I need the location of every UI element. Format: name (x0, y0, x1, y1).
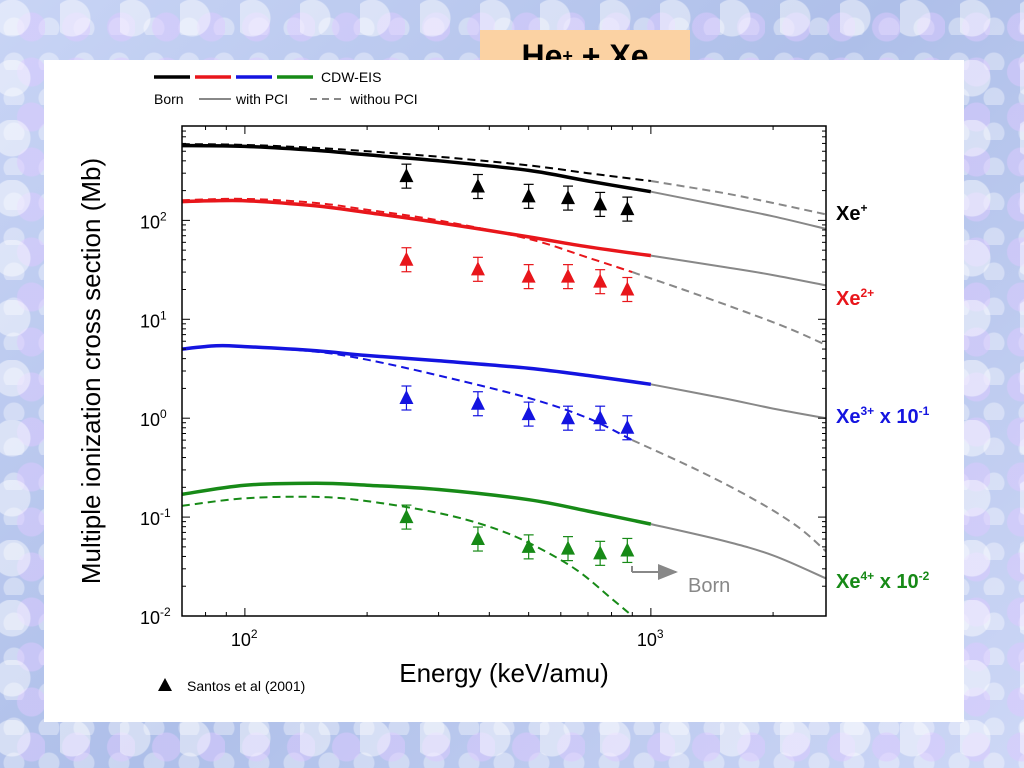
cross-section-chart: CDW-EIS Born with PCI withou PCI Santos et a… (76, 69, 930, 694)
data-point-xe3-6 (620, 415, 635, 441)
data-point-xe1-3 (521, 183, 536, 209)
series-label-xe1: Xe+ (836, 201, 867, 225)
curve-xe4-cdw-without-pci (182, 495, 633, 616)
data-point-xe1-2 (470, 173, 485, 200)
x-tick-label: 102 (231, 627, 258, 650)
data-point-xe4-3 (521, 534, 536, 560)
curve-xe1-cdw-without-pci (182, 143, 652, 182)
curve-xe1-born-with-pci (650, 190, 826, 230)
curve-xe3-born-without-pci (631, 439, 826, 553)
curve-xe4-cdw-with-pci (182, 481, 652, 526)
curve-xe2-cdw-with-pci (182, 198, 652, 258)
data-point-xe3-4 (561, 405, 576, 431)
data-point-xe3-3 (521, 401, 536, 427)
curve-xe2-born-without-pci (631, 271, 826, 346)
y-axis-label: Multiple ionization cross section (Mb) (76, 158, 106, 584)
chart-panel: CDW-EIS Born with PCI withou PCI Santos et a… (44, 60, 964, 722)
legend-with-pci-label: with PCI (235, 91, 288, 107)
legend-experiment-marker (158, 678, 172, 691)
curve-xe1-cdw-with-pci (182, 143, 652, 194)
x-tick-label: 103 (637, 627, 664, 650)
y-tick-label: 102 (140, 209, 167, 232)
y-tick-label: 10-1 (140, 506, 171, 529)
data-point-xe2-5 (593, 269, 608, 295)
y-tick-label: 100 (140, 407, 167, 430)
data-point-xe2-3 (521, 264, 536, 290)
series-label-xe3: Xe3+ x 10-1 (836, 404, 930, 428)
born-annotation: Born (688, 575, 730, 597)
legend-born-label: Born (154, 91, 184, 107)
curve-xe3-cdw-with-pci (182, 343, 652, 387)
data-point-xe4-5 (593, 540, 608, 566)
data-point-xe4-2 (470, 526, 485, 552)
data-point-xe1-5 (593, 191, 608, 218)
curve-xe2-cdw-without-pci (182, 197, 633, 274)
legend-without-pci-label: withou PCI (349, 91, 418, 107)
data-point-xe2-1 (399, 247, 414, 273)
data-point-xe3-5 (593, 405, 608, 431)
data-point-xe2-6 (620, 276, 635, 303)
curve-xe3-born-with-pci (650, 383, 826, 420)
data-point-xe1-1 (399, 163, 414, 189)
y-tick-label: 10-2 (140, 605, 171, 628)
data-point-xe1-4 (561, 185, 576, 211)
x-axis-label: Energy (keV/amu) (399, 658, 609, 688)
data-point-xe4-6 (620, 537, 635, 564)
data-point-xe2-2 (470, 256, 485, 282)
data-point-xe2-4 (561, 264, 576, 290)
series-label-xe4: Xe4+ x 10-2 (836, 569, 930, 593)
legend: CDW-EIS Born with PCI withou PCI Santos et a… (154, 69, 418, 694)
series-label-xe2: Xe2+ (836, 286, 874, 310)
slide-title-superscript: + (562, 45, 573, 66)
data-point-xe3-1 (399, 385, 414, 411)
data-point-xe4-4 (561, 536, 576, 562)
curve-xe4-born-with-pci (650, 523, 826, 580)
legend-experiment-label: Santos et al (2001) (187, 678, 305, 694)
data-point-xe1-6 (620, 196, 635, 222)
y-tick-label: 101 (140, 308, 167, 331)
curve-xe2-born-with-pci (650, 254, 826, 287)
data-point-xe4-1 (399, 504, 414, 530)
data-point-xe3-2 (470, 391, 485, 417)
legend-cdw-label: CDW-EIS (321, 69, 381, 85)
curve-xe1-born-without-pci (650, 180, 826, 216)
